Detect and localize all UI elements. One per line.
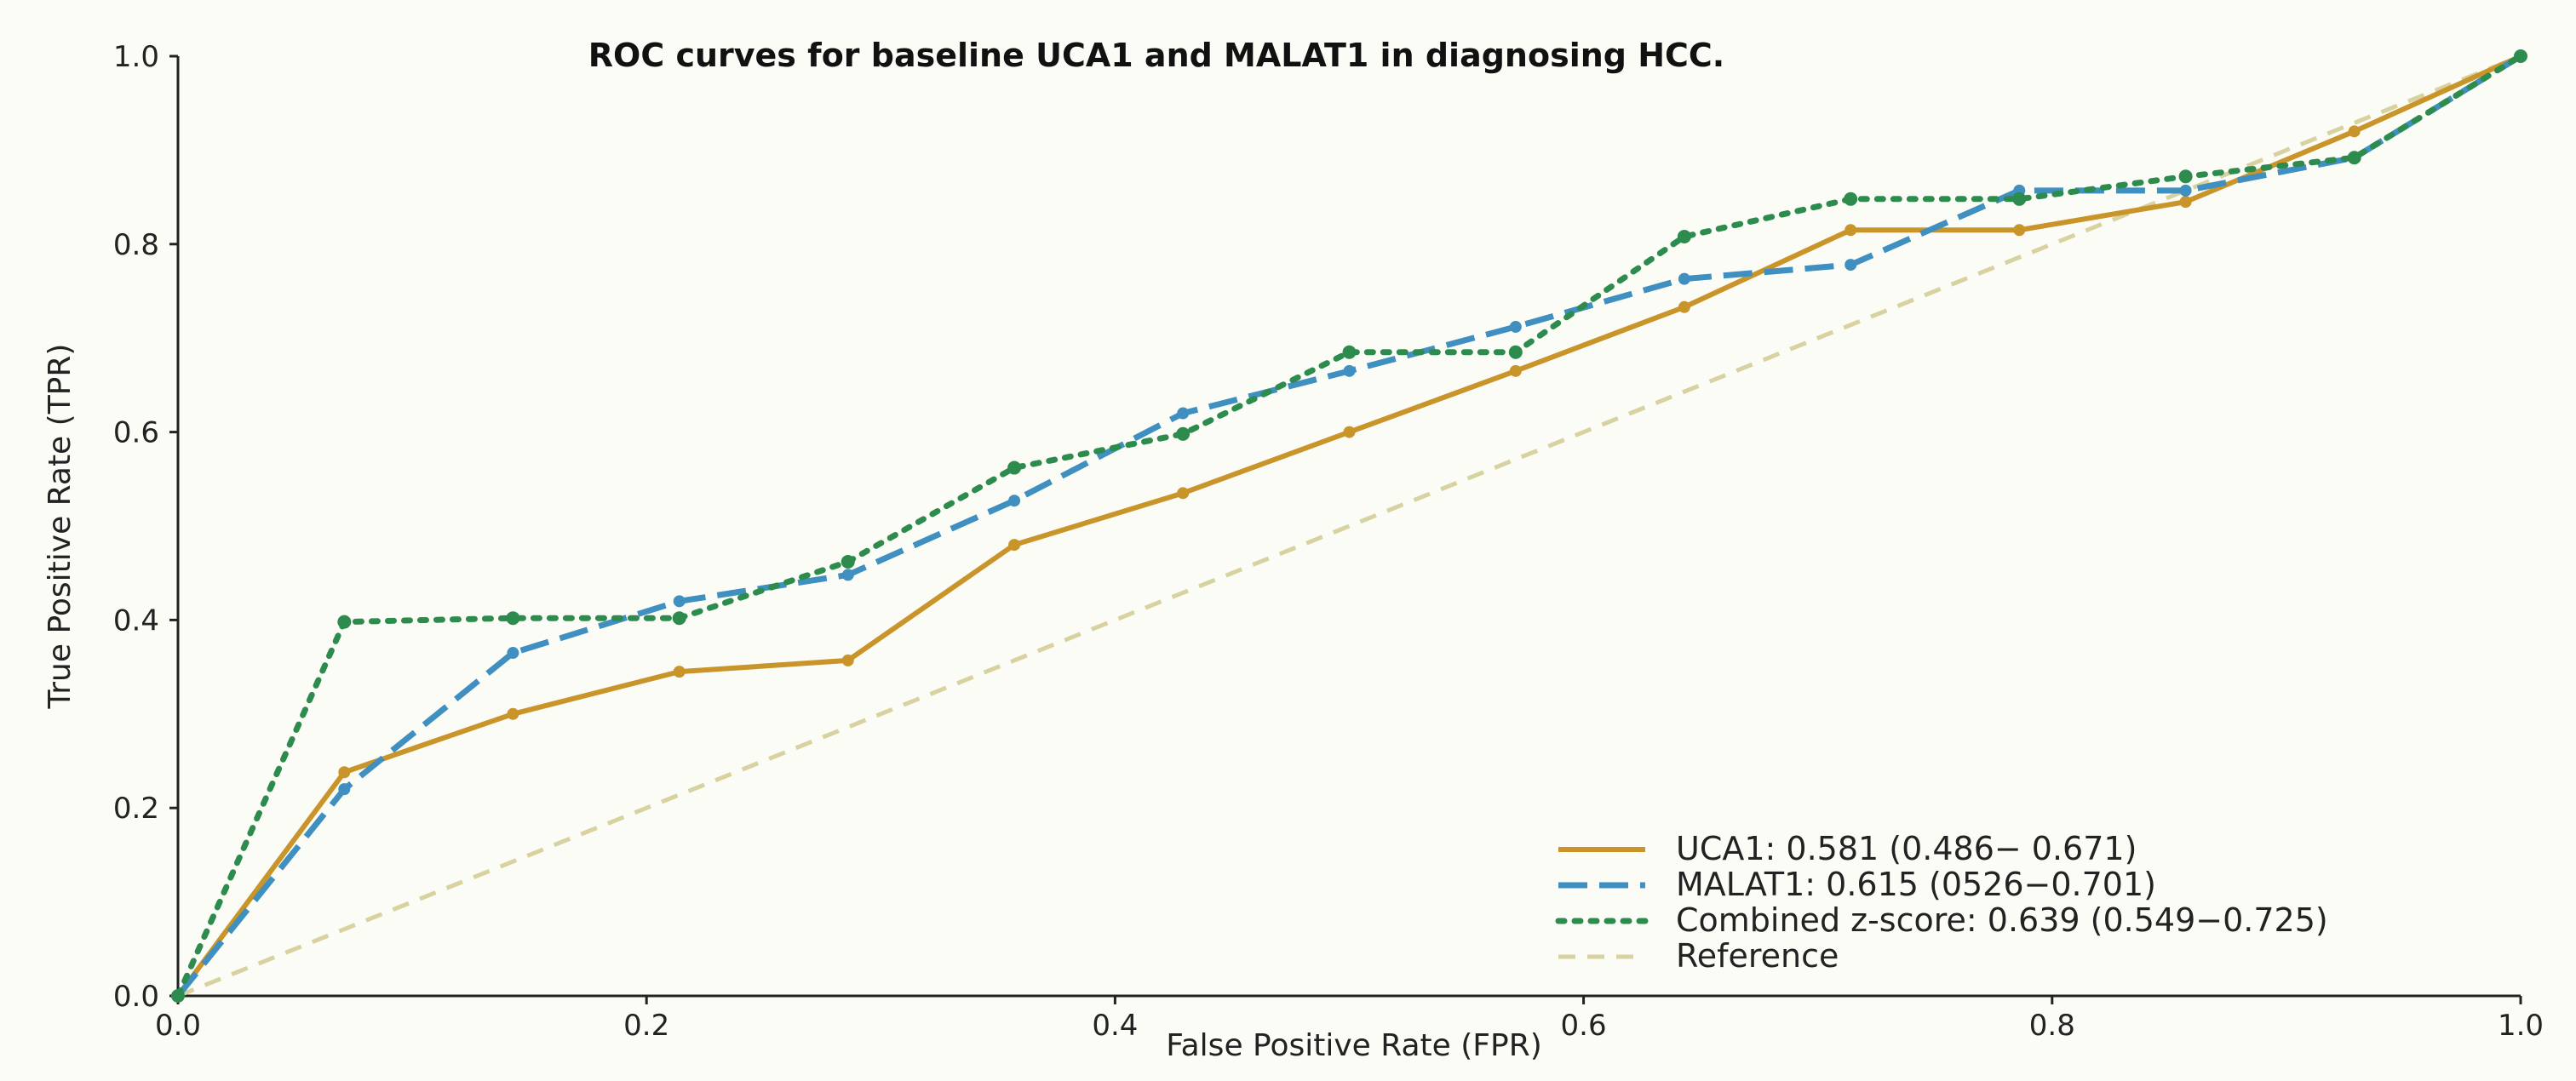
data-point-malat1 bbox=[338, 783, 351, 796]
data-point-uca1 bbox=[2013, 224, 2026, 237]
data-point-uca1 bbox=[338, 766, 351, 779]
legend-label-reference: Reference bbox=[1676, 937, 1839, 975]
legend: UCA1: 0.581 (0.486− 0.671) MALAT1: 0.615… bbox=[1555, 830, 2328, 975]
data-point-combined bbox=[1508, 345, 1523, 359]
y-axis-label: True Positive Rate (TPR) bbox=[43, 344, 77, 710]
data-point-uca1 bbox=[1678, 300, 1690, 313]
data-point-uca1 bbox=[1343, 426, 1356, 438]
legend-label-uca1: UCA1: 0.581 (0.486− 0.671) bbox=[1676, 830, 2137, 867]
data-point-combined bbox=[337, 615, 352, 629]
y-tick-label: 1.0 bbox=[113, 40, 159, 74]
y-tick-label: 0.8 bbox=[113, 228, 159, 262]
x-axis-label: False Positive Rate (FPR) bbox=[1166, 1028, 1542, 1063]
data-point-combined bbox=[2514, 49, 2527, 63]
legend-label-malat1: MALAT1: 0.615 (0526−0.701) bbox=[1676, 866, 2156, 903]
data-point-combined bbox=[506, 611, 520, 626]
y-tick-label: 0.4 bbox=[113, 603, 159, 638]
data-point-malat1 bbox=[507, 647, 519, 660]
data-point-uca1 bbox=[2348, 125, 2361, 138]
data-point-combined bbox=[1342, 345, 1357, 359]
data-point-combined bbox=[1677, 229, 1691, 243]
series-line-reference bbox=[177, 54, 2521, 998]
x-tick-label: 0.4 bbox=[1092, 1009, 1138, 1043]
data-point-malat1 bbox=[1845, 259, 1857, 272]
data-point-combined bbox=[2012, 192, 2027, 206]
data-point-combined bbox=[672, 611, 686, 626]
x-tick-label: 0.2 bbox=[623, 1009, 669, 1043]
x-tick-label: 0.0 bbox=[155, 1009, 201, 1043]
data-point-malat1 bbox=[1008, 495, 1021, 507]
y-ticks: 0.0 0.2 0.4 0.6 0.8 1.0 bbox=[113, 40, 178, 1014]
data-point-combined bbox=[2347, 151, 2361, 165]
data-point-uca1 bbox=[673, 666, 686, 678]
data-point-uca1 bbox=[1509, 364, 1522, 377]
data-point-uca1 bbox=[1845, 224, 1857, 237]
data-point-malat1 bbox=[1177, 407, 1190, 420]
y-tick-label: 0.6 bbox=[113, 416, 159, 450]
data-point-combined bbox=[171, 989, 185, 1003]
data-point-uca1 bbox=[1177, 487, 1190, 500]
y-tick-label: 0.2 bbox=[113, 792, 159, 826]
data-point-malat1 bbox=[1678, 272, 1690, 285]
data-point-malat1 bbox=[1509, 320, 1522, 333]
x-ticks: 0.0 0.2 0.4 0.6 0.8 1.0 bbox=[155, 996, 2544, 1043]
data-point-malat1 bbox=[2179, 184, 2192, 197]
data-point-combined bbox=[2178, 169, 2193, 184]
data-point-malat1 bbox=[841, 569, 854, 581]
data-point-uca1 bbox=[507, 707, 519, 720]
x-tick-label: 0.6 bbox=[1561, 1009, 1607, 1043]
data-point-malat1 bbox=[673, 595, 686, 608]
legend-label-combined: Combined z-score: 0.639 (0.549−0.725) bbox=[1676, 901, 2328, 939]
series-layer bbox=[171, 49, 2527, 1003]
data-point-combined bbox=[840, 554, 855, 569]
data-point-combined bbox=[1844, 192, 1858, 206]
data-point-malat1 bbox=[1343, 364, 1356, 377]
x-tick-label: 1.0 bbox=[2498, 1009, 2544, 1043]
data-point-uca1 bbox=[841, 654, 854, 666]
data-point-uca1 bbox=[2179, 196, 2192, 209]
data-point-combined bbox=[1007, 460, 1022, 475]
axes bbox=[176, 56, 2521, 998]
x-tick-label: 0.8 bbox=[2029, 1009, 2075, 1043]
data-point-combined bbox=[1176, 426, 1190, 441]
chart-title: ROC curves for baseline UCA1 and MALAT1 … bbox=[588, 37, 1724, 74]
data-point-uca1 bbox=[1008, 539, 1021, 552]
y-tick-label: 0.0 bbox=[113, 980, 159, 1014]
